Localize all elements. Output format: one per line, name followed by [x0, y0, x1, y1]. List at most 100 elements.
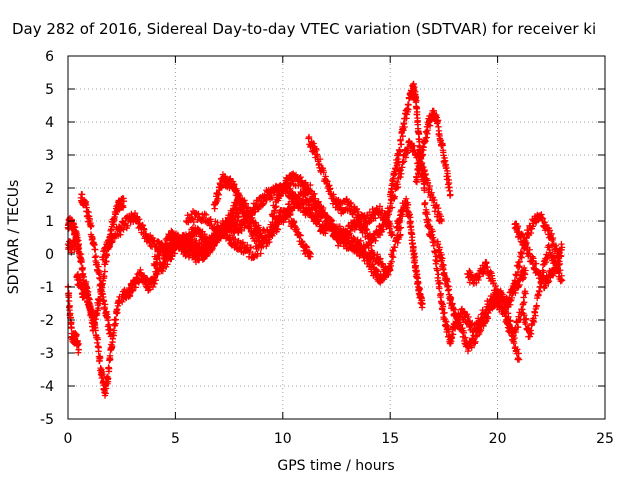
data-point-interp [141, 226, 148, 233]
data-point-interp [201, 230, 208, 238]
data-point-interp [297, 232, 304, 239]
data-point-interp [102, 252, 110, 259]
data-point-interp [188, 245, 195, 252]
data-point-interp [89, 326, 97, 334]
data-point [120, 198, 128, 205]
data-point-interp [357, 237, 364, 245]
data-point-interp [114, 309, 121, 317]
data-point-interp [103, 257, 110, 265]
data-point-interp [288, 207, 296, 214]
data-point-interp [268, 194, 276, 202]
data-point-interp [79, 264, 87, 272]
x-tick-label: 10 [274, 431, 292, 447]
x-tick-label: 15 [381, 431, 399, 447]
data-point-interp [244, 204, 252, 211]
data-point-interp [287, 211, 294, 218]
data-point-interp [260, 200, 267, 207]
data-point-interp [65, 289, 73, 297]
data-point-interp [213, 239, 220, 246]
data-point-interp [101, 268, 109, 275]
data-point-interp [189, 233, 196, 240]
data-point-interp [78, 258, 85, 266]
data-point-interp [94, 336, 101, 343]
x-tick-label: 25 [596, 431, 614, 447]
data-point-interp [294, 201, 302, 208]
data-point-interp [247, 244, 255, 251]
data-point-interp [207, 216, 214, 223]
data-point-interp [96, 354, 104, 362]
data-point-interp [175, 236, 182, 244]
y-tick-label: 6 [45, 49, 54, 65]
x-tick-label: 5 [171, 431, 180, 447]
y-tick-label: -2 [40, 313, 54, 329]
data-point-interp [70, 223, 78, 230]
data-point-interp [195, 210, 202, 218]
y-tick-label: 5 [45, 82, 54, 98]
y-tick-label: -5 [40, 412, 54, 428]
data-point-interp [84, 288, 92, 295]
data-point-interp [374, 251, 381, 258]
data-point-interp [202, 211, 210, 219]
y-tick-label: -4 [40, 379, 54, 395]
data-point-interp [255, 203, 263, 211]
data-point-interp [92, 252, 100, 260]
data-point-interp [91, 319, 98, 327]
x-tick-label: 20 [489, 431, 507, 447]
data-point-interp [102, 385, 110, 392]
data-point-interp [112, 316, 120, 323]
data-layer [64, 80, 566, 399]
data-point-interp [243, 205, 250, 212]
y-tick-label: 0 [45, 247, 54, 263]
data-point-interp [152, 277, 159, 284]
data-point-interp [87, 303, 94, 311]
data-point-interp [203, 252, 211, 259]
data-point-interp [239, 239, 247, 246]
data-point-interp [97, 275, 104, 283]
data-point-interp [129, 287, 136, 294]
data-point-interp [75, 340, 82, 347]
data-point [75, 346, 82, 353]
data-point-interp [214, 219, 221, 226]
data-point-interp [171, 250, 178, 257]
data-point-interp [215, 227, 223, 234]
data-point-interp [85, 294, 92, 302]
data-point-interp [172, 230, 180, 237]
data-point-interp [88, 222, 95, 230]
data-point-interp [78, 191, 86, 198]
data-point-interp [107, 356, 114, 363]
y-tick-label: -3 [40, 346, 54, 362]
y-tick-label: 3 [45, 148, 54, 164]
series-track [77, 191, 115, 340]
data-point-interp [104, 375, 112, 382]
data-point-interp [238, 227, 245, 235]
data-point-interp [273, 222, 280, 229]
data-point-interp [132, 284, 140, 291]
data-point-interp [154, 238, 162, 245]
chart-title: Day 282 of 2016, Sidereal Day-to-day VTE… [12, 20, 596, 38]
data-point-interp [118, 298, 126, 306]
data-point [107, 333, 115, 340]
data-point-interp [199, 256, 207, 263]
data-point-interp [208, 246, 215, 254]
y-axis-label: SDTVAR / TECUs [6, 180, 22, 295]
data-point-interp [156, 254, 163, 262]
data-point-interp [159, 267, 167, 275]
data-point-interp [68, 324, 75, 332]
grid [68, 56, 605, 419]
data-point-interp [100, 298, 108, 305]
data-point-interp [164, 261, 171, 268]
y-tick-label: 4 [45, 115, 54, 131]
data-point-interp [101, 301, 109, 308]
data-point-interp [120, 204, 127, 211]
y-tick-label: -1 [40, 280, 54, 296]
data-point-interp [92, 246, 99, 253]
data-point-interp [105, 321, 113, 328]
data-point-interp [234, 217, 241, 224]
data-point-interp [86, 296, 93, 303]
data-point-interp [105, 365, 113, 372]
data-point-interp [95, 344, 102, 351]
data-point-interp [139, 222, 147, 229]
data-point-interp [237, 226, 244, 233]
